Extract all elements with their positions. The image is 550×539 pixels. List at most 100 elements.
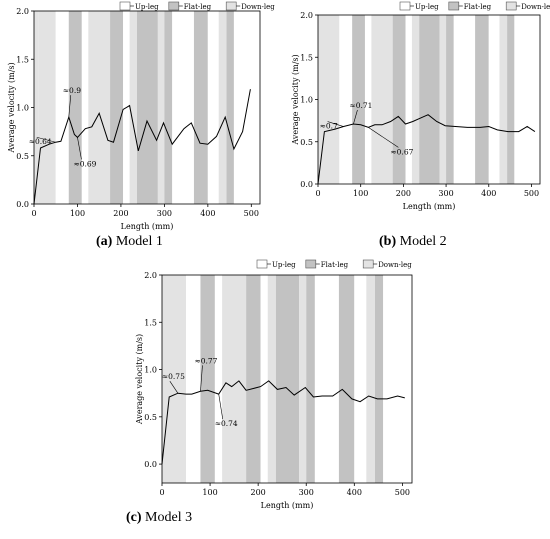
y-tick-label: 2.0 [300,11,313,20]
segment-up [364,15,372,184]
legend-swatch-flat [448,1,460,11]
y-tick-label: 1.0 [300,96,313,105]
segment-up [207,11,219,204]
y-tick-label: 0.0 [16,200,29,209]
velocity-series-line [33,89,251,205]
segment-down [222,275,247,483]
y-axis-label: Average velocity (m/s) [135,334,144,425]
legend-label-down: Down-leg [521,3,550,11]
segment-up [339,15,353,184]
x-tick-label: 400 [481,189,496,198]
x-tick-label: 200 [113,209,128,218]
caption-model-2: (b) Model 2 [379,234,447,249]
segment-flat [110,11,124,204]
annotation-arrow [36,136,56,143]
annotation-label: ≈0.7 [320,122,338,131]
legend-swatch-flat [305,259,317,269]
y-tick-label: 0.5 [16,152,29,161]
segment-down [299,275,307,483]
segment-up [172,11,194,204]
segment-up [186,275,201,483]
legend-swatch-up [119,1,131,11]
legend-label-up: Up-leg [272,261,296,269]
legend-label-down: Down-leg [378,261,412,269]
x-axis-label: Length (mm) [121,222,174,231]
annotation-arrow [327,121,344,127]
y-tick-label: 0.5 [144,413,157,422]
y-tick-label: 1.0 [16,104,29,113]
segment-down [366,275,375,483]
y-tick-label: 0.5 [300,138,313,147]
segment-flat [164,11,173,204]
x-tick-label: 0 [315,189,320,198]
x-axis-label: Length (mm) [403,202,456,211]
y-tick-label: 2.0 [144,271,157,280]
segment-up [260,275,268,483]
segment-flat [306,275,315,483]
y-tick-label: 1.5 [144,318,157,327]
legend-swatch-flat [168,1,180,11]
annotation-arrow [169,381,179,394]
segment-down [267,275,276,483]
x-tick-label: 400 [200,209,215,218]
legend-label-down: Down-leg [241,3,275,11]
segment-flat [200,275,215,483]
annotation-label: ≈0.64 [29,137,52,146]
legend: Up-leg Flat-leg Down-leg [119,1,275,11]
velocity-chart-model-3: 0 100 200 300 400 500 0.0 0.5 1.0 1.5 2.0 Length (m… [135,259,413,510]
segment-down [38,11,56,204]
y-tick-label: 1.5 [300,53,313,62]
segment-down [411,15,420,184]
segment-up [488,15,500,184]
chart-panel-model-3: 0 100 200 300 400 500 0.0 0.5 1.0 1.5 2.0 Length (m… [126,259,413,539]
velocity-chart-model-1: 0 100 200 300 400 500 0.0 0.5 1.0 1.5 2.0 Length (m… [7,1,275,231]
legend-swatch-down [362,259,374,269]
annotation-label: ≈0.74 [215,419,238,428]
legend-label-flat: Flat-leg [184,3,212,11]
legend-label-up: Up-leg [415,3,439,11]
plot-frame [161,274,413,484]
annotation-arrow [353,109,358,125]
segment-down [439,15,447,184]
y-axis-label: Average velocity (m/s) [291,54,300,145]
x-tick-label: 100 [70,209,85,218]
segment-down [129,11,138,204]
legend-swatch-down [225,1,237,11]
annotation-label: ≈0.67 [390,147,413,156]
segment-up [314,275,339,483]
annotation-label: ≈0.71 [349,101,372,110]
segment-flat [338,275,355,483]
y-tick-label: 2.0 [16,7,29,16]
segment-flat [419,15,440,184]
x-tick-label: 100 [353,189,368,198]
segment-up [354,275,367,483]
legend: Up-leg Flat-leg Down-leg [399,1,550,11]
segment-up [55,11,69,204]
segment-flat [246,275,261,483]
segment-flat [275,275,300,483]
x-tick-label: 500 [524,189,539,198]
segment-up [514,15,540,184]
x-tick-label: 300 [438,189,453,198]
chart-panel-model-2: 0 100 200 300 400 500 0.0 0.5 1.0 1.5 2.0 Length (m… [275,0,550,262]
segment-down [88,11,111,204]
segment-flat [475,15,489,184]
segment-down [218,11,227,204]
segment-flat [68,11,82,204]
segment-down [499,15,508,184]
caption-model-1: (a) Model 1 [96,234,163,249]
segment-down [34,11,39,204]
annotation-label: ≈0.75 [162,372,185,381]
annotation-label: ≈0.9 [63,86,81,95]
x-tick-label: 0 [159,488,164,497]
annotation-label: ≈0.69 [73,159,96,168]
plot-area: 0 100 200 300 400 500 0.0 0.5 1.0 1.5 2.0 Length (m… [7,7,261,231]
segment-flat [374,275,384,483]
annotation-arrow [218,394,224,420]
segment-flat [193,11,208,204]
segment-flat [352,15,365,184]
legend-swatch-up [256,259,268,269]
x-tick-label: 100 [202,488,217,497]
segment-up [405,15,412,184]
segment-flat [392,15,406,184]
